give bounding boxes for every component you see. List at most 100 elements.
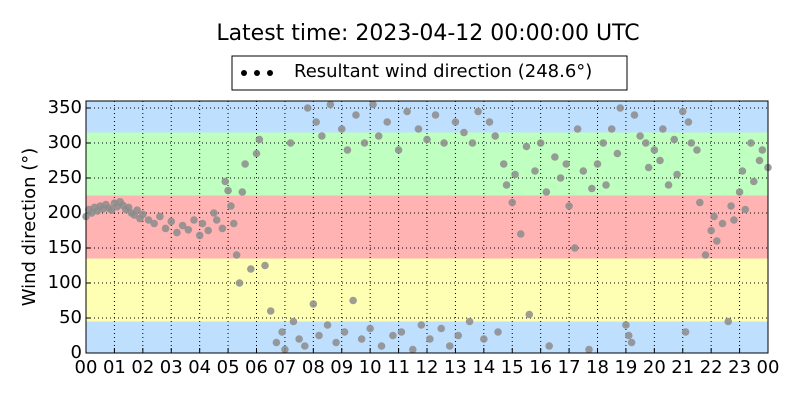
- y-tick-label: 150: [48, 237, 82, 258]
- data-point: [281, 345, 289, 354]
- x-tick-label: 15: [501, 357, 524, 378]
- data-point: [710, 212, 718, 221]
- data-point: [542, 188, 551, 196]
- data-point: [468, 139, 477, 147]
- data-point: [630, 111, 639, 119]
- data-point: [727, 202, 735, 210]
- data-point: [650, 146, 659, 154]
- data-point: [522, 142, 531, 151]
- data-point: [133, 206, 141, 214]
- data-point: [332, 338, 340, 347]
- y-tick-label: 0: [71, 342, 82, 363]
- data-point: [588, 184, 596, 193]
- data-point: [624, 331, 633, 340]
- data-point: [741, 205, 750, 214]
- data-point: [352, 111, 360, 119]
- x-tick-label: 11: [387, 357, 410, 378]
- data-point: [656, 156, 664, 165]
- data-point: [124, 203, 133, 212]
- x-tick-label: 00: [757, 357, 780, 378]
- data-point: [437, 324, 446, 333]
- x-tick-label: 20: [643, 357, 666, 378]
- data-point: [613, 149, 622, 158]
- data-point: [713, 237, 721, 245]
- data-point: [408, 345, 417, 354]
- y-tick-label: 100: [48, 272, 82, 293]
- data-point: [622, 321, 630, 329]
- data-point: [718, 219, 727, 228]
- x-tick-label: 18: [586, 357, 609, 378]
- data-point: [326, 100, 335, 109]
- data-point: [758, 146, 767, 154]
- data-point: [255, 135, 264, 144]
- y-axis-label: Wind direction (°): [19, 148, 40, 307]
- data-point: [377, 342, 386, 350]
- legend-marker: [241, 70, 247, 76]
- y-tick-label: 200: [48, 202, 82, 223]
- data-point: [749, 177, 758, 186]
- data-point: [684, 118, 693, 126]
- direction-band: [86, 101, 768, 133]
- x-tick-label: 14: [472, 357, 495, 378]
- data-point: [218, 224, 227, 233]
- x-tick-label: 08: [302, 357, 325, 378]
- data-point: [508, 198, 517, 207]
- data-point: [423, 135, 431, 144]
- data-point: [445, 342, 454, 350]
- data-point: [454, 331, 463, 340]
- data-point: [312, 118, 320, 126]
- x-tick-label: 04: [188, 357, 211, 378]
- data-point: [579, 167, 588, 175]
- data-point: [678, 107, 687, 116]
- x-tick-label: 13: [444, 357, 467, 378]
- data-point: [701, 251, 710, 259]
- x-tick-label: 00: [75, 357, 98, 378]
- data-point: [494, 328, 502, 336]
- data-point: [738, 167, 747, 175]
- data-point: [266, 307, 275, 315]
- data-point: [644, 163, 653, 172]
- data-point: [227, 202, 235, 210]
- data-point: [161, 224, 170, 233]
- data-point: [238, 188, 247, 196]
- data-point: [636, 132, 644, 140]
- data-point: [389, 331, 397, 340]
- data-point: [309, 300, 318, 308]
- data-point: [585, 345, 593, 354]
- data-point: [491, 132, 500, 140]
- data-point: [374, 132, 383, 140]
- data-point: [156, 212, 164, 221]
- data-point: [139, 210, 147, 219]
- data-point: [343, 146, 352, 154]
- data-point: [747, 139, 755, 147]
- legend-marker: [267, 70, 273, 76]
- data-point: [301, 342, 309, 350]
- data-point: [403, 107, 411, 116]
- data-point: [178, 221, 187, 230]
- data-point: [204, 226, 212, 235]
- x-tick-label: 02: [131, 357, 154, 378]
- x-tick-label: 10: [359, 357, 382, 378]
- data-point: [599, 139, 607, 147]
- data-point: [278, 328, 286, 336]
- x-tick-label: 05: [217, 357, 240, 378]
- data-point: [499, 160, 508, 168]
- data-point: [664, 181, 673, 189]
- data-point: [724, 317, 733, 326]
- data-point: [602, 181, 610, 189]
- data-point: [224, 186, 232, 195]
- data-point: [616, 104, 625, 112]
- data-point: [261, 261, 269, 270]
- data-point: [295, 335, 303, 343]
- legend-box: [231, 55, 628, 91]
- x-tick-label: 12: [416, 357, 439, 378]
- x-tick-label: 22: [700, 357, 723, 378]
- data-point: [681, 328, 690, 336]
- plot-frame: [85, 100, 769, 354]
- x-tick-label: 23: [728, 357, 751, 378]
- data-point: [536, 139, 545, 147]
- data-point: [451, 118, 460, 126]
- data-point: [670, 135, 679, 144]
- data-point: [397, 328, 406, 336]
- data-point: [360, 139, 369, 147]
